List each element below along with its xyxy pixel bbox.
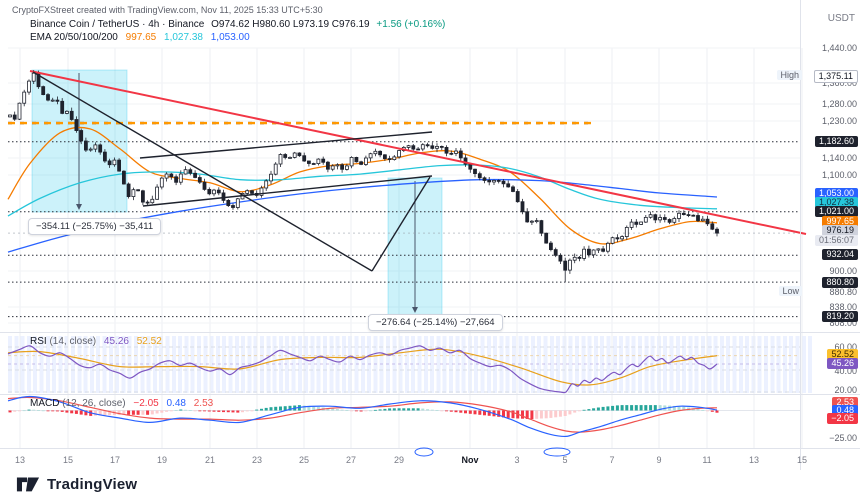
measurement-label-2[interactable]: −276.64 (−25.14%) −27,664 [368,314,503,331]
rsi-axis-label: 40.00 [834,366,857,376]
tradingview-logo-icon [16,477,40,492]
time-axis-label: 5 [562,455,568,465]
macd-signal-value: 2.53 [193,398,214,409]
price-badge: 01:56:07 [814,235,858,246]
rsi-legend[interactable]: RSI (14, close) 45.26 52.52 [30,336,162,347]
rsi-params: (14, close) [49,336,97,347]
symbol-title: Binance Coin / TetherUS · 4h · Binance [30,19,205,30]
price-axis-label: 1,140.00 [821,153,857,163]
ema50-value: 1,027.38 [164,32,203,43]
measurement-label-1[interactable]: −354.11 (−25.75%) −35,411 [28,218,162,235]
ema-legend[interactable]: EMA 20/50/100/200 997.65 1,027.38 1,053.… [30,32,250,43]
price-badge: 1,027.38 [814,197,858,208]
macd-line-value: 0.48 [166,398,186,409]
price-badge: 1,021.00 [814,206,858,217]
time-axis-label: 15 [62,455,73,465]
descending-resistance[interactable] [29,70,807,235]
low-label: Low [779,286,802,296]
tradingview-logo-text: TradingView [47,475,138,493]
macd-legend[interactable]: MACD (12, 26, close) −2.05 0.48 2.53 [30,398,213,409]
macd-title: MACD [30,398,60,409]
low-price-label: 880.80 [829,287,857,297]
symbol-legend[interactable]: Binance Coin / TetherUS · 4h · Binance O… [30,19,445,30]
price-badge: 880.80 [822,277,858,288]
macd-value-badge: 0.48 [832,405,858,416]
ohlc-values: O974.62 H980.60 L973.19 C976.19 [211,19,370,30]
time-axis-label: 23 [251,455,262,465]
price-badge: 819.20 [822,311,858,322]
rsi-title: RSI [30,336,47,347]
time-axis-label: 29 [393,455,404,465]
channel-top-line[interactable] [139,131,433,159]
rsi-value: 45.26 [103,336,129,347]
price-badge: 932.04 [822,249,858,260]
macd-signal-line [7,396,718,433]
macd-axis-label: −25.00 [829,433,857,443]
rsi-value-badge: 45.26 [827,358,858,369]
time-axis-label: 11 [702,455,712,465]
drawing-anchor-pill[interactable] [543,447,571,457]
macd-plot [7,395,719,438]
macd-params: (12, 26, close) [62,398,126,409]
rsi-axis-label: 20.00 [834,385,857,395]
price-axis-label: 1,440.00 [821,43,857,53]
time-axis-label: 3 [514,455,520,465]
time-axis-label: 9 [656,455,662,465]
time-axis-label: Nov [461,455,479,465]
rsi-ma-value: 52.52 [136,336,162,347]
time-axis-label: 13 [748,455,759,465]
channel-bottom-line[interactable] [142,175,433,207]
change-value: +1.56 (+0.16%) [376,19,446,30]
high-label: High [777,70,802,80]
time-axis-label: 25 [298,455,309,465]
rsi-ma-line [7,348,718,386]
rsi-axis-label: 60.00 [834,342,857,352]
time-axis-label: 13 [14,455,25,465]
price-axis-label: 838.00 [829,302,857,312]
time-axis-label: 15 [796,455,807,465]
time-axis-label: 27 [345,455,356,465]
price-axis-label: 1,100.00 [821,170,857,180]
candles [8,70,719,283]
price-badge: 1,053.00 [814,188,858,199]
currency-label: USDT [827,13,855,24]
trendlines[interactable] [29,70,807,272]
price-axis-label: 900.00 [829,266,857,276]
macd-hist-value: −2.05 [133,398,159,409]
macd-value-badge: 2.53 [832,397,858,408]
rsi-value-badge: 52.52 [827,349,858,360]
impulse-down-line[interactable] [32,71,373,272]
price-axis-label: 1,280.00 [821,99,857,109]
attribution-text: CryptoFXStreet created with TradingView.… [12,5,323,15]
macd-line [7,395,718,438]
rsi-line [7,345,718,394]
ema20-value: 997.65 [125,32,157,43]
drawing-anchor-pill[interactable] [414,447,434,457]
price-axis-label: 1,230.00 [821,116,857,126]
rsi-pane-background [8,336,812,393]
time-axis-label: 7 [609,455,615,465]
time-axis-label: 17 [109,455,120,465]
time-axis-label: 21 [204,455,215,465]
price-axis-label: 1,360.00 [821,78,857,88]
time-axis-label: 19 [156,455,167,465]
price-badge: 997.65 [822,216,858,227]
rsi-plot [7,345,800,394]
macd-value-badge: −2.05 [827,413,858,424]
tradingview-logo[interactable]: TradingView [16,474,137,494]
ema-legend-label: EMA 20/50/100/200 [30,32,118,43]
price-badge: 976.19 [822,225,858,236]
ema100-value: 1,053.00 [210,32,250,43]
gridlines [8,47,803,448]
recovery-line[interactable] [371,176,431,272]
price-axis-label: 808.00 [829,318,857,328]
price-badge: 1,182.60 [814,136,858,147]
price-badge: 1,375.11 [813,70,858,83]
